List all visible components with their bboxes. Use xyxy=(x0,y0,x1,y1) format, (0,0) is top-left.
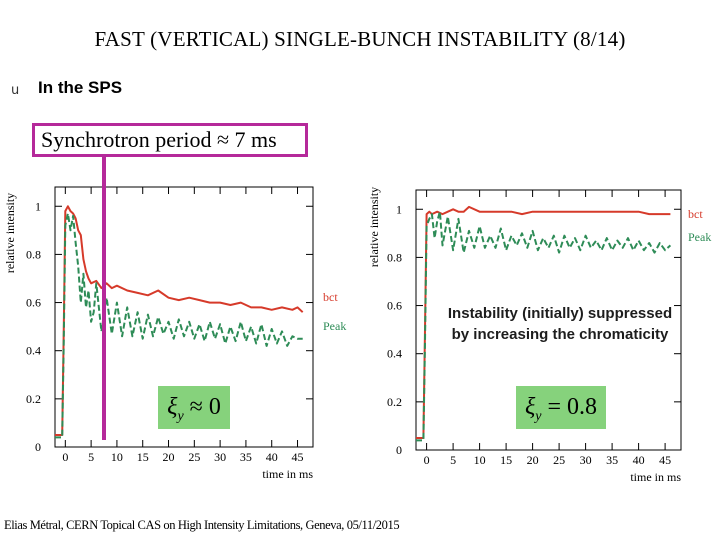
y-tick-label: 1 xyxy=(35,199,41,213)
y-tick-label: 0 xyxy=(396,443,402,457)
x-tick-label: 25 xyxy=(188,450,200,464)
footer-credit: Elias Métral, CERN Topical CAS on High I… xyxy=(4,518,400,532)
x-tick-label: 30 xyxy=(580,453,592,467)
synchrotron-period-marker xyxy=(102,157,106,440)
series-line-peak xyxy=(416,210,672,442)
y-tick-label: 0.2 xyxy=(26,392,41,406)
x-tick-label: 40 xyxy=(266,450,278,464)
slide-title: FAST (VERTICAL) SINGLE-BUNCH INSTABILITY… xyxy=(94,27,626,51)
y-axis-label: relative intensity xyxy=(3,193,17,273)
x-tick-label: 35 xyxy=(240,450,252,464)
plot-frame xyxy=(54,186,314,448)
series-line-bct xyxy=(55,205,304,436)
x-tick-label: 20 xyxy=(527,453,539,467)
x-tick-label: 20 xyxy=(163,450,175,464)
legend-peak: Peak xyxy=(323,319,346,333)
y-tick-label: 0.8 xyxy=(387,250,402,264)
x-tick-label: 40 xyxy=(633,453,645,467)
y-tick-label: 0.4 xyxy=(26,344,41,358)
xi-subscript: y xyxy=(177,408,184,424)
xi-relation: ≈ xyxy=(189,394,203,420)
y-tick-label: 0.2 xyxy=(387,395,402,409)
x-tick-label: 15 xyxy=(500,453,512,467)
x-tick-label: 0 xyxy=(424,453,430,467)
xi-relation: = xyxy=(547,394,562,420)
bullet-icon: u xyxy=(11,83,20,98)
x-tick-label: 5 xyxy=(88,450,94,464)
x-tick-label: 0 xyxy=(62,450,68,464)
x-tick-label: 10 xyxy=(111,450,123,464)
x-axis-label: time in ms xyxy=(630,470,681,484)
series-line-peak xyxy=(55,212,303,439)
x-tick-label: 15 xyxy=(137,450,149,464)
x-tick-label: 10 xyxy=(474,453,486,467)
subtitle: In the SPS xyxy=(38,78,123,97)
instability-note: Instability (initially) suppressed by in… xyxy=(447,305,673,343)
chromaticity-right-box: ξy = 0.8 xyxy=(516,386,606,429)
legend-bct: bct xyxy=(688,207,703,221)
x-tick-label: 30 xyxy=(214,450,226,464)
chromaticity-left-box: ξy ≈ 0 xyxy=(158,386,230,429)
x-tick-label: 45 xyxy=(292,450,304,464)
y-tick-label: 0.8 xyxy=(26,247,41,261)
xi-value: 0.8 xyxy=(567,394,598,420)
xi-subscript: y xyxy=(535,408,542,424)
y-axis-label: relative intensity xyxy=(367,187,381,267)
synchrotron-period-label: Synchrotron period ≈ 7 ms xyxy=(32,123,308,157)
plot-frame xyxy=(415,189,682,451)
x-tick-label: 35 xyxy=(606,453,618,467)
x-tick-label: 5 xyxy=(450,453,456,467)
legend-peak: Peak xyxy=(688,230,711,244)
y-tick-label: 0 xyxy=(35,440,41,454)
xi-symbol: ξ xyxy=(524,394,536,420)
y-tick-label: 1 xyxy=(396,202,402,216)
x-axis-label: time in ms xyxy=(262,467,313,481)
x-tick-label: 25 xyxy=(553,453,565,467)
x-tick-label: 45 xyxy=(659,453,671,467)
y-tick-label: 0.6 xyxy=(387,299,402,313)
xi-value: 0 xyxy=(208,394,221,420)
legend-bct: bct xyxy=(323,290,338,304)
y-tick-label: 0.4 xyxy=(387,347,402,361)
xi-symbol: ξ xyxy=(167,394,178,420)
y-tick-label: 0.6 xyxy=(26,296,41,310)
